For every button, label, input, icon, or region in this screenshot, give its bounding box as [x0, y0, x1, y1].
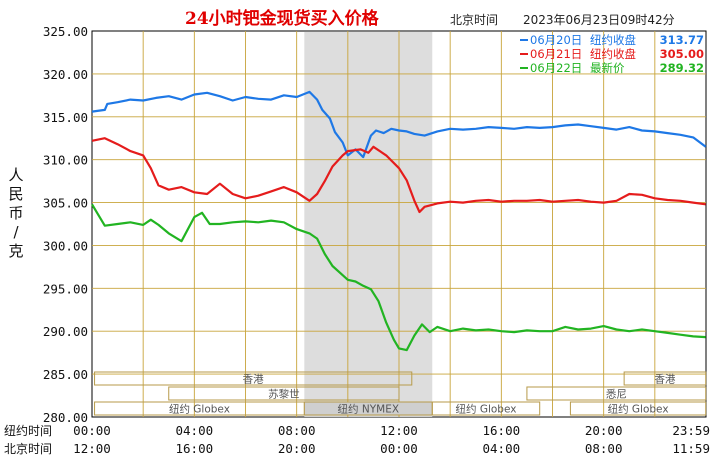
session-label: 纽约 Globex	[455, 403, 516, 416]
session-label: 纽约 NYMEX	[338, 403, 400, 416]
y-axis-label-char: 币	[8, 204, 23, 222]
x-tick-label: 00:00	[380, 441, 418, 456]
legend-date: 06月22日	[530, 61, 582, 75]
x-tick-label: 23:59	[672, 423, 710, 438]
y-axis-label-char: 人	[8, 166, 23, 184]
session-label: 香港	[654, 374, 675, 386]
y-axis-label-char: /	[13, 223, 19, 241]
timestamp: 2023年06月23日09时42分	[523, 13, 675, 27]
x-row-label: 纽约时间	[4, 423, 52, 438]
y-tick-label: 300.00	[43, 238, 88, 253]
legend-label: 纽约收盘	[590, 47, 636, 61]
y-tick-label: 320.00	[43, 67, 88, 82]
y-tick-label: 295.00	[43, 281, 88, 296]
session-label: 纽约 Globex	[169, 403, 230, 416]
y-tick-label: 290.00	[43, 324, 88, 339]
chart-title: 24小时钯金现货买入价格	[185, 8, 380, 29]
session-label: 悉尼	[606, 389, 627, 401]
legend: 06月20日 纽约收盘 313.77 06月21日 纽约收盘 305.00 06月22日 最新…	[520, 33, 704, 75]
x-tick-label: 08:00	[278, 423, 316, 438]
session-box	[569, 401, 707, 416]
x-tick-label: 20:00	[585, 423, 623, 438]
y-axis-label-char: 克	[8, 242, 23, 260]
x-tick-label: 11:59	[672, 441, 710, 456]
x-tick-label: 12:00	[73, 441, 111, 456]
session-box	[94, 371, 413, 386]
legend-date: 06月21日	[530, 47, 582, 61]
session-label: 纽约 Globex	[608, 403, 669, 416]
x-tick-label: 16:00	[176, 441, 214, 456]
timezone-label: 北京时间	[450, 13, 498, 27]
x-tick-label: 20:00	[278, 441, 316, 456]
series-line	[91, 203, 706, 352]
legend-value: 313.77	[660, 33, 704, 47]
y-tick-label: 280.00	[43, 410, 88, 425]
series-line	[91, 90, 707, 159]
session-box	[431, 401, 541, 416]
series-line	[91, 137, 706, 214]
y-tick-label: 325.00	[43, 24, 88, 39]
session-box	[623, 371, 707, 386]
y-tick-label: 285.00	[43, 367, 88, 382]
y-axis-label: 人民币/克	[8, 166, 23, 260]
series-lines	[91, 90, 707, 352]
y-axis-label-char: 民	[8, 185, 23, 203]
x-tick-label: 04:00	[483, 441, 521, 456]
session-box	[526, 386, 707, 401]
x-axis-ticks: 纽约时间 00:00 04:00 08:00 12:00 16:00 20:00 23:59 北…	[4, 423, 710, 456]
x-tick-label: 16:00	[483, 423, 521, 438]
legend-date: 06月20日	[530, 33, 582, 47]
x-tick-label: 04:00	[176, 423, 214, 438]
y-tick-label: 305.00	[43, 196, 88, 211]
legend-label: 最新价	[590, 61, 625, 75]
session-label: 香港	[243, 374, 264, 386]
x-tick-label: 00:00	[73, 423, 111, 438]
trading-highlight-band	[304, 32, 433, 417]
x-row-label: 北京时间	[4, 442, 52, 456]
legend-value: 289.32	[660, 61, 704, 75]
legend-label: 纽约收盘	[590, 33, 636, 47]
y-axis-ticks: 325.00 320.00 315.00 310.00 305.00 300.00 295.…	[43, 24, 88, 425]
y-tick-label: 310.00	[43, 153, 88, 168]
y-tick-label: 315.00	[43, 110, 88, 125]
session-box	[168, 386, 400, 401]
session-label: 苏黎世	[268, 388, 300, 401]
x-tick-label: 08:00	[585, 441, 623, 456]
legend-value: 305.00	[660, 47, 704, 61]
x-tick-label: 12:00	[380, 423, 418, 438]
